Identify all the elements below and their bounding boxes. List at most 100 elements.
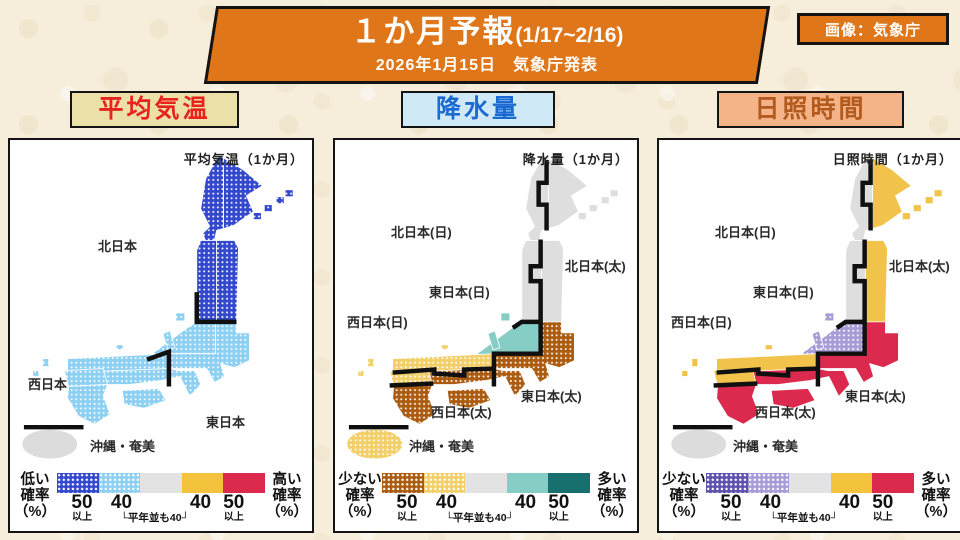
legend-low-label: 少ない 確率 （%） bbox=[662, 472, 706, 521]
tick-normal-range: └平年並も40┘ bbox=[769, 512, 839, 524]
issue-date: 2026年1月15日 気象庁発表 bbox=[375, 56, 599, 74]
region-tsushima bbox=[42, 358, 49, 367]
tick-50-right-sub: 以上 bbox=[223, 512, 244, 523]
legend-color-bar bbox=[706, 473, 914, 493]
header-text: １か月予報(1/17~2/16) 2026年1月15日 気象庁発表 bbox=[213, 13, 761, 75]
region-noto bbox=[487, 330, 501, 351]
region-okinawa bbox=[346, 429, 403, 459]
legend-swatch bbox=[423, 473, 466, 493]
region-goto bbox=[357, 370, 364, 377]
panel-average-temperature: 平均気温（1か月） 北日本 西日本 東日本 沖縄・奄美 低い 確率 （%） 50 40… bbox=[8, 138, 314, 533]
map-title: 日照時間（1か月） bbox=[832, 152, 953, 167]
legend-swatch bbox=[98, 473, 141, 493]
region-boundary-line bbox=[536, 159, 549, 231]
region-oki bbox=[116, 344, 124, 350]
region-boundary-line bbox=[835, 319, 865, 330]
probability-legend: 少ない 確率 （%） 50 40 40 50 以上 └平年並も40┘ 以上 多い… bbox=[335, 471, 637, 529]
region-noto bbox=[811, 330, 824, 350]
legend-ticks: 50 40 40 50 以上 └平年並も40┘ 以上 bbox=[706, 493, 914, 527]
legend-swatch bbox=[382, 473, 424, 493]
region-hk_e bbox=[872, 157, 912, 230]
region-label: 北日本(日) bbox=[715, 225, 776, 240]
region-isles bbox=[901, 212, 911, 220]
region-okinawa bbox=[21, 428, 78, 460]
page-title: １か月予報 bbox=[350, 13, 516, 49]
tick-40-right: 40 bbox=[514, 492, 537, 513]
panel-precipitation: 降水量（1か月） 北日本(日) 北日本(太) 東日本(日) 西日本(日) 東日本(太) 西… bbox=[333, 138, 639, 533]
region-tsushima bbox=[691, 358, 699, 367]
region-boundary-line bbox=[511, 319, 541, 330]
region-boundary-line bbox=[716, 366, 819, 378]
legend-swatch bbox=[548, 473, 590, 493]
probability-legend: 少ない 確率 （%） 50 40 40 50 以上 └平年並も40┘ 以上 多い… bbox=[659, 471, 960, 529]
region-ky_s bbox=[392, 384, 436, 425]
probability-legend: 低い 確率 （%） 50 40 40 50 以上 └平年並も40┘ 以上 高い … bbox=[10, 471, 312, 529]
tick-40-left: 40 bbox=[759, 492, 782, 513]
region-isles bbox=[253, 212, 262, 220]
region-boundary-line bbox=[852, 239, 867, 323]
region-ky_s bbox=[67, 384, 111, 425]
tick-50-right: 50 bbox=[223, 492, 245, 513]
region-isles bbox=[285, 189, 294, 197]
region-label: 東日本(日) bbox=[753, 285, 814, 300]
region-e_pac bbox=[168, 321, 250, 383]
region-goto bbox=[681, 370, 689, 377]
legend-high-label: 多い 確率 （%） bbox=[915, 472, 957, 521]
region-boundary-line bbox=[389, 381, 434, 388]
region-label: 北日本 bbox=[98, 239, 138, 254]
japan-map: 平均気温（1か月） 北日本 西日本 東日本 沖縄・奄美 bbox=[10, 140, 312, 470]
region-label: 西日本 bbox=[28, 377, 68, 392]
region-t_e bbox=[541, 240, 564, 323]
region-isles bbox=[912, 204, 922, 213]
region-w_sea bbox=[67, 353, 169, 373]
region-sado bbox=[500, 312, 511, 322]
region-boundary-line bbox=[146, 348, 172, 387]
tick-normal-range: └平年並も40┘ bbox=[445, 512, 515, 524]
legend-swatch bbox=[747, 473, 790, 493]
region-boundary-line bbox=[860, 159, 873, 231]
region-goto bbox=[32, 370, 39, 377]
legend-ticks: 50 40 40 50 以上 └平年並も40┘ 以上 bbox=[382, 493, 590, 527]
japan-map: 降水量（1か月） 北日本(日) 北日本(太) 東日本(日) 西日本(日) 東日本(太) 西… bbox=[335, 140, 637, 470]
region-boundary-line bbox=[392, 366, 495, 378]
legend-swatch bbox=[181, 473, 224, 493]
region-tsushima bbox=[367, 358, 374, 367]
region-t_e bbox=[865, 240, 888, 323]
tick-50-left: 50 bbox=[720, 492, 742, 513]
region-label: 北日本(日) bbox=[391, 225, 452, 240]
region-shikoku bbox=[770, 388, 816, 409]
tick-50-right-sub: 以上 bbox=[872, 512, 893, 523]
panel-sunshine-hours: 日照時間（1か月） 北日本(日) 北日本(太) 東日本(日) 西日本(日) 東日本(太)… bbox=[657, 138, 960, 533]
region-label: 北日本(太) bbox=[889, 259, 950, 274]
region-isles bbox=[577, 212, 587, 220]
region-t_e bbox=[216, 240, 239, 322]
legend-swatch bbox=[465, 473, 507, 493]
header-banner: １か月予報(1/17~2/16) 2026年1月15日 気象庁発表 bbox=[203, 6, 771, 84]
region-hk_e bbox=[548, 157, 588, 230]
legend-high-label: 多い 確率 （%） bbox=[591, 472, 633, 521]
tick-50-left: 50 bbox=[71, 492, 93, 513]
region-hk_e bbox=[223, 157, 263, 229]
region-ky_s bbox=[716, 384, 760, 425]
region-shikoku bbox=[122, 388, 166, 409]
region-shikoku bbox=[447, 388, 491, 409]
tick-50-left-sub: 以上 bbox=[396, 512, 417, 523]
legend-swatch bbox=[506, 473, 549, 493]
tick-50-right-sub: 以上 bbox=[548, 512, 569, 523]
tick-normal-range: └平年並も40┘ bbox=[120, 512, 190, 524]
region-label: 沖縄・奄美 bbox=[733, 439, 799, 454]
region-e_pac bbox=[493, 321, 575, 383]
region-isles bbox=[933, 189, 943, 198]
legend-ticks: 50 40 40 50 以上 └平年並も40┘ 以上 bbox=[57, 493, 265, 527]
region-label: 東日本(太) bbox=[845, 389, 906, 404]
legend-swatch bbox=[706, 473, 748, 493]
tick-50-right: 50 bbox=[548, 492, 570, 513]
region-boundary-line bbox=[713, 381, 758, 388]
tick-50-left: 50 bbox=[396, 492, 418, 513]
tick-40-right: 40 bbox=[189, 492, 212, 513]
region-oki bbox=[441, 344, 449, 350]
credit-badge: 画像：気象庁 bbox=[797, 13, 949, 45]
legend-swatch bbox=[830, 473, 873, 493]
tick-50-left-sub: 以上 bbox=[720, 512, 741, 523]
